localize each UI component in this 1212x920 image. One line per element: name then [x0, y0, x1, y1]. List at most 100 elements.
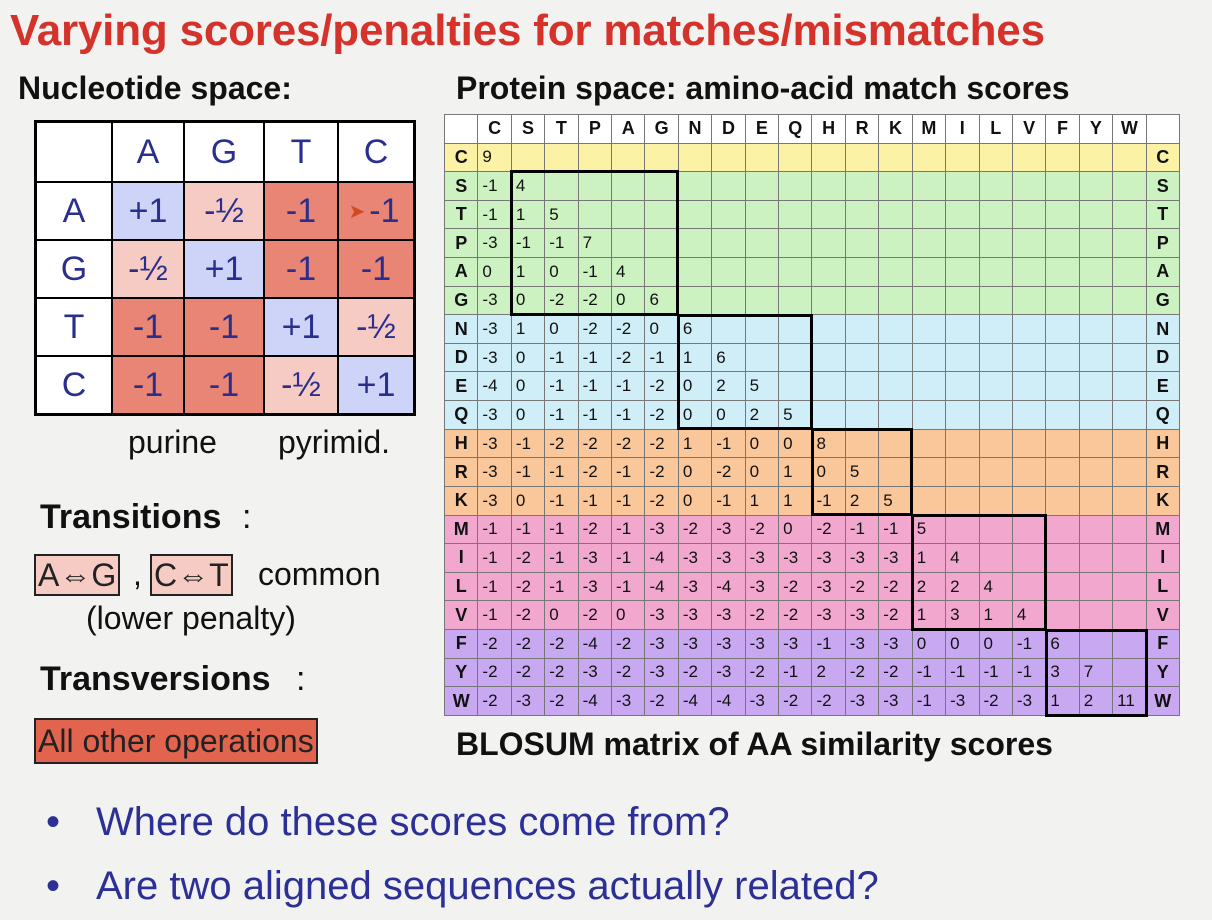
blosum-score-cell	[577, 199, 613, 230]
blosum-score-cell	[911, 342, 947, 373]
blosum-score-cell	[1078, 485, 1114, 516]
blosum-score-cell	[945, 371, 980, 402]
blosum-row: E -4 0 -1 -1 -1 -2 0 2 5 E	[443, 371, 1181, 402]
blosum-score-cell: 1	[911, 600, 947, 630]
blosum-score-cell	[644, 228, 679, 259]
blosum-score-cell	[811, 171, 846, 201]
blosum-col-header: R	[844, 114, 880, 144]
blosum-score-cell: -3	[644, 628, 679, 659]
blosum-score-cell: 1	[744, 485, 780, 516]
nuc-row-header: T	[34, 297, 113, 357]
blosum-score-cell	[978, 257, 1013, 287]
blosum-score-cell	[978, 285, 1013, 316]
blosum-score-cell: -3	[711, 628, 746, 659]
blosum-score-cell	[911, 199, 947, 230]
blosum-score-cell: 0	[510, 285, 546, 316]
blosum-score-cell	[510, 142, 546, 173]
blosum-score-cell: -3	[677, 543, 713, 573]
blosum-score-cell	[1112, 314, 1147, 344]
blosum-row-header-right: T	[1145, 199, 1181, 230]
blosum-score-cell	[945, 514, 980, 545]
blosum-score-cell: 0	[544, 257, 579, 287]
blosum-score-cell: -1	[544, 228, 579, 259]
blosum-score-cell: 0	[744, 428, 780, 459]
blosum-score-cell: -2	[711, 457, 746, 487]
blosum-score-cell	[1112, 571, 1147, 602]
blosum-score-cell: -1	[577, 400, 613, 430]
blosum-score-cell	[844, 400, 880, 430]
blosum-score-cell	[1045, 228, 1080, 259]
blosum-score-cell: -3	[577, 543, 613, 573]
blosum-score-cell: 1	[778, 457, 813, 487]
pyrimidine-label: pyrimid.	[278, 424, 391, 460]
blosum-score-cell: 0	[911, 628, 947, 659]
blosum-score-cell: 5	[544, 199, 579, 230]
blosum-score-cell	[1112, 543, 1147, 573]
blosum-score-cell	[677, 285, 713, 316]
nuc-corner-cell	[34, 120, 113, 183]
blosum-col-header: D	[711, 114, 746, 144]
blosum-score-cell	[978, 228, 1013, 259]
blosum-score-cell: -2	[577, 457, 613, 487]
blosum-score-cell	[844, 342, 880, 373]
blosum-score-cell: -2	[611, 657, 646, 688]
blosum-score-cell	[1112, 485, 1147, 516]
blosum-score-cell	[844, 199, 880, 230]
transitions-colon: :	[242, 498, 252, 536]
blosum-score-cell	[778, 171, 813, 201]
blosum-score-cell: -3	[477, 457, 512, 487]
blosum-score-cell: 0	[510, 342, 546, 373]
nuc-row-header: G	[34, 239, 113, 299]
blosum-score-cell: -3	[744, 628, 780, 659]
blosum-score-cell: -2	[577, 600, 613, 630]
blosum-score-cell	[1045, 457, 1080, 487]
blosum-score-cell	[778, 285, 813, 316]
blosum-score-cell: 1	[510, 257, 546, 287]
blosum-score-cell: 2	[945, 571, 980, 602]
blosum-score-cell	[744, 142, 780, 173]
blosum-score-cell: 1	[911, 543, 947, 573]
blosum-score-cell	[1078, 600, 1114, 630]
nuc-score-value: -1	[369, 191, 400, 230]
blosum-score-cell: 2	[711, 371, 746, 402]
blosum-score-cell	[811, 228, 846, 259]
blosum-score-cell: 2	[911, 571, 947, 602]
blosum-score-cell	[1011, 285, 1047, 316]
blosum-score-cell: -1	[477, 199, 512, 230]
blosum-score-cell	[1011, 485, 1047, 516]
blosum-score-cell: 6	[1045, 628, 1080, 659]
nuc-score-cell: -½	[183, 181, 265, 241]
blosum-score-cell	[1112, 142, 1147, 173]
blosum-score-cell: -3	[945, 686, 980, 716]
blosum-score-cell	[778, 142, 813, 173]
blosum-row-header-right: E	[1145, 371, 1181, 402]
blosum-score-cell	[644, 199, 679, 230]
blosum-score-cell	[1112, 514, 1147, 545]
blosum-score-cell: -3	[677, 571, 713, 602]
blosum-score-cell	[1045, 428, 1080, 459]
blosum-score-cell	[577, 171, 613, 201]
blosum-score-cell: 0	[510, 371, 546, 402]
blosum-score-cell: 6	[711, 342, 746, 373]
blosum-score-cell	[911, 285, 947, 316]
blosum-score-cell	[1078, 228, 1114, 259]
blosum-score-cell: 0	[677, 457, 713, 487]
blosum-score-cell: -3	[644, 600, 679, 630]
blosum-score-cell	[1078, 543, 1114, 573]
blosum-score-cell: -4	[577, 686, 613, 716]
protein-heading: Protein space: amino-acid match scores	[456, 70, 1070, 106]
blosum-row-header: W	[443, 686, 479, 716]
blosum-score-cell	[945, 428, 980, 459]
blosum-score-cell	[1112, 457, 1147, 487]
blosum-row: R -3 -1 -1 -2 -1 -2 0 -2 0 1 0 5 R	[443, 457, 1181, 487]
blosum-row-header-right: K	[1145, 485, 1181, 516]
blosum-score-cell: -3	[778, 628, 813, 659]
blosum-score-cell: -1	[945, 657, 980, 688]
blosum-score-cell	[911, 314, 947, 344]
blosum-score-cell: -1	[577, 371, 613, 402]
blosum-score-cell: -2	[510, 657, 546, 688]
blosum-score-cell	[911, 485, 947, 516]
blosum-score-cell	[844, 228, 880, 259]
blosum-score-cell	[811, 314, 846, 344]
